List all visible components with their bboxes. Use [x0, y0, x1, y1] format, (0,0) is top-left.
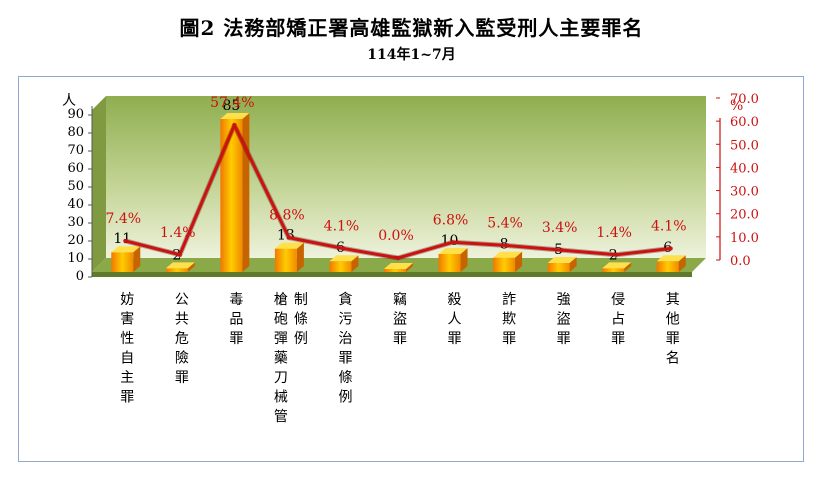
line-point [450, 240, 455, 245]
line-point [177, 252, 182, 257]
bar [220, 119, 243, 272]
bar-top [220, 113, 250, 119]
right-axis-tick-label: 10.0 [730, 231, 759, 246]
bar-side [624, 262, 632, 272]
bar-top [329, 255, 359, 262]
line-point [668, 246, 673, 251]
category-label: 貪污治罪條例 [338, 291, 352, 406]
category-label: 侵占罪 [611, 291, 625, 347]
left-axis-tick-label: 10 [67, 251, 84, 266]
left-axis-tick-label: 20 [67, 233, 84, 248]
bar [547, 263, 570, 272]
line-point [341, 246, 346, 251]
left-axis-tick-label: 60 [67, 161, 84, 176]
line-data-label: 6.8% [433, 212, 469, 228]
category-label: 強盜罪 [557, 292, 571, 347]
left-axis-unit-label: 人 [62, 93, 76, 109]
bar [111, 252, 134, 272]
bar-top [165, 262, 195, 269]
bar-data-label: 13 [277, 228, 295, 244]
left-axis-tick-label: 70 [67, 143, 84, 158]
plot-floor-edge [92, 272, 692, 277]
bar-data-label: 11 [113, 231, 131, 247]
right-axis-tick-label: 30.0 [730, 185, 759, 200]
line-data-label: 3.4% [542, 220, 578, 236]
bar [656, 261, 679, 272]
category-label: 妨害性自主罪 [120, 292, 134, 406]
category-label: 竊盜罪 [393, 292, 407, 347]
line-point [396, 256, 400, 260]
bar-top [493, 251, 523, 258]
line-point [286, 235, 291, 240]
left-axis-tick-label: 50 [67, 179, 84, 194]
bar-side [406, 263, 413, 272]
bar-side [351, 255, 359, 272]
bar [493, 257, 516, 272]
right-axis-tick-label: 0.0 [730, 254, 751, 269]
category-label: 毒品罪 [229, 292, 243, 347]
line-data-label: 5.4% [487, 216, 523, 232]
left-axis-tick-label: 90 [67, 107, 84, 122]
line-data-label: 1.4% [596, 225, 632, 241]
bar-side [296, 242, 304, 272]
line-data-label: 4.1% [651, 219, 687, 235]
line-data-label: 0.0% [378, 228, 414, 244]
bar [329, 261, 352, 272]
bar-top [602, 262, 632, 269]
chart-title: 圖2 法務部矯正署高雄監獄新入監受刑人主要罪名 [179, 16, 644, 40]
right-axis-tick-label: 50.0 [730, 138, 759, 153]
bar-side [133, 246, 141, 272]
line-data-label: 8.8% [269, 208, 305, 224]
line-point [232, 123, 237, 128]
bar-top [547, 257, 577, 263]
category-label: 制條例 [294, 292, 308, 347]
plot-back-wall [106, 96, 706, 258]
bar-side [460, 248, 468, 272]
left-axis-tick-label: 40 [67, 197, 84, 212]
bar [438, 254, 461, 272]
bar-top [111, 246, 141, 253]
left-axis-tick-label: 80 [67, 125, 84, 140]
left-axis-tick-label: 0 [76, 269, 84, 284]
bar-side [242, 113, 250, 272]
category-label: 槍砲彈藥刀械管 [274, 292, 288, 425]
right-axis-tick-label: 20.0 [730, 208, 759, 223]
line-data-label: 1.4% [160, 225, 196, 241]
line-point [559, 248, 564, 253]
line-point [614, 252, 619, 257]
bar-top [656, 255, 686, 262]
chart-subtitle: 114年1~7月 [367, 47, 456, 63]
bar-data-label: 85 [222, 98, 240, 114]
right-axis-tick-label: 70.0 [730, 92, 759, 107]
line-data-label: 4.1% [324, 219, 360, 235]
category-label: 詐欺罪 [502, 292, 516, 347]
bar [165, 268, 188, 272]
bar-top [438, 248, 468, 254]
right-axis-tick-label: 60.0 [730, 115, 759, 130]
line-point [505, 243, 510, 248]
category-label: 其他罪名 [666, 292, 680, 367]
line-data-label: 57.4% [210, 95, 254, 111]
category-label: 公共危險罪 [175, 292, 189, 386]
bar-side [187, 262, 195, 272]
bar-top [274, 242, 304, 249]
bar-side [569, 257, 577, 272]
left-axis-tick-label: 30 [67, 215, 84, 230]
bar [602, 268, 625, 272]
line-data-label: 7.4% [105, 211, 141, 227]
bar-side [515, 251, 523, 272]
line-point [123, 238, 128, 243]
bar-side [678, 255, 686, 272]
right-axis-tick-label: 40.0 [730, 161, 759, 176]
bar [384, 269, 406, 272]
category-label: 殺人罪 [448, 292, 462, 347]
right-axis-unit-label: % [730, 98, 743, 114]
plot-side-wall [92, 96, 106, 272]
bar [274, 248, 297, 272]
bar-top [384, 263, 413, 269]
